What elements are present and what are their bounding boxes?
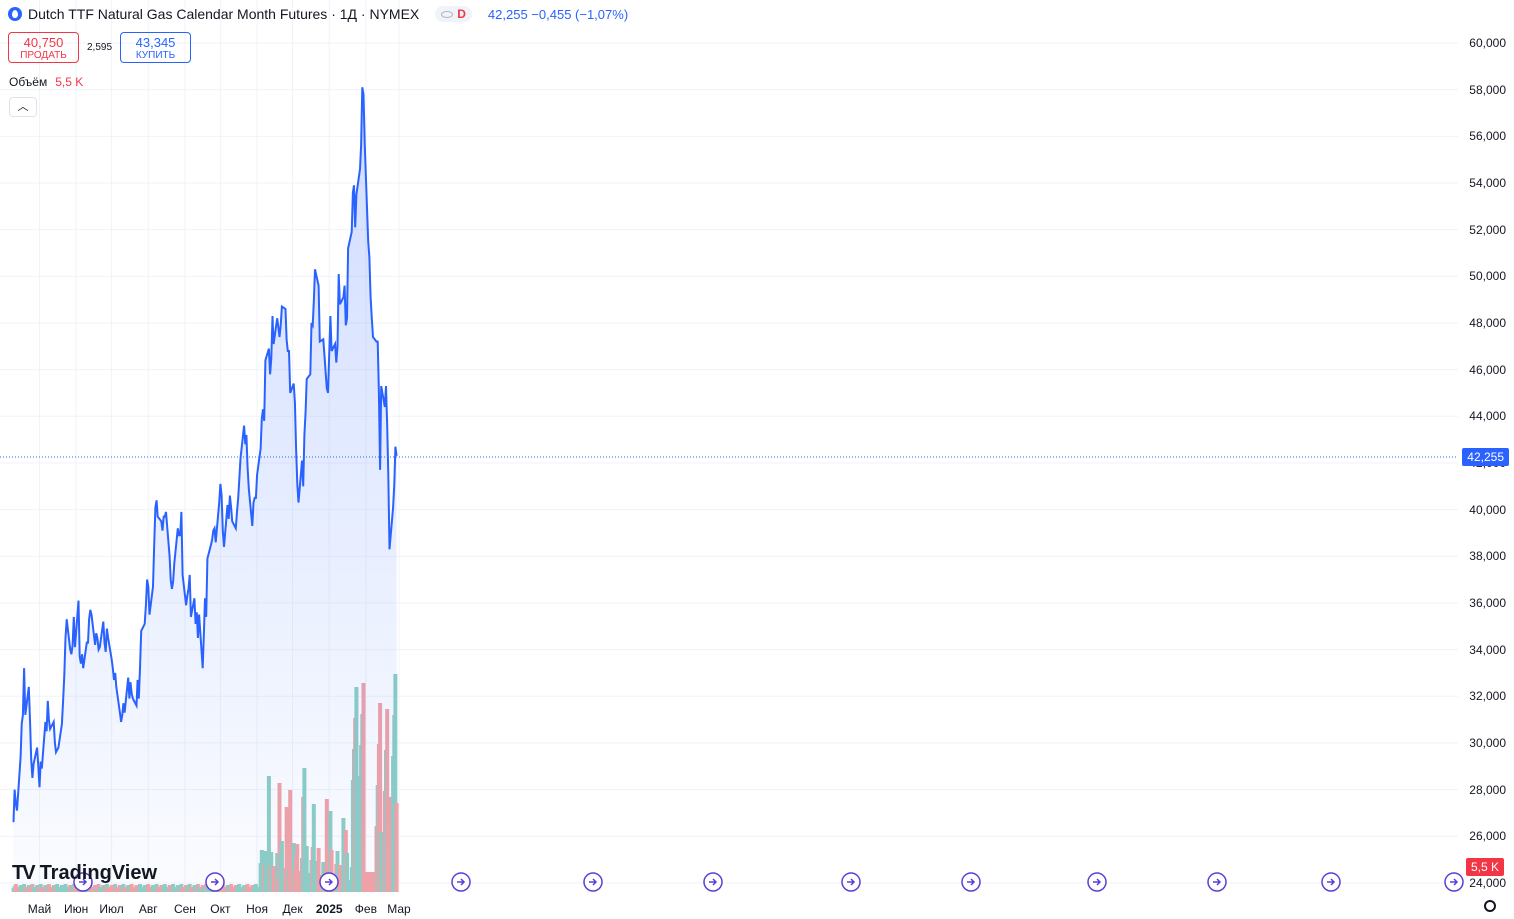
price-axis-label: 58,000 (1469, 82, 1506, 97)
time-axis-label: Июл (99, 902, 124, 916)
status-badge: D (457, 7, 466, 21)
symbol-icon[interactable] (8, 7, 22, 21)
price-axis-label: 36,000 (1469, 595, 1506, 610)
event-markers (73, 872, 1464, 892)
arrow-icon (325, 878, 334, 886)
price-area-fill (13, 87, 397, 893)
tradingview-logo[interactable]: TV TradingView (12, 862, 157, 885)
buy-price: 43,345 (135, 35, 176, 50)
eye-icon (441, 10, 454, 18)
price-line (12, 87, 398, 823)
price-axis-label: 38,000 (1469, 549, 1506, 564)
spread-value: 2,595 (87, 42, 113, 53)
time-axis-label: Авг (138, 902, 158, 916)
arrow-icon (1327, 878, 1336, 886)
price-axis-label: 28,000 (1469, 782, 1506, 797)
collapse-legend-button[interactable]: ︿ (9, 97, 37, 117)
price-axis-label: 60,000 (1469, 36, 1506, 50)
price-axis-label: 24,000 (1469, 875, 1506, 890)
volume-legend[interactable]: Объём 5,5 K (9, 75, 83, 89)
arrow-icon (1093, 878, 1102, 886)
arrow-icon (709, 878, 718, 886)
settings-icon[interactable] (1484, 900, 1496, 912)
last-volume-tag: 5,5 K (1465, 858, 1504, 876)
time-axis-label: Май (27, 902, 52, 916)
time-axis-label: Окт (210, 902, 231, 916)
quote-values: 42,255 −0,455 (−1,07%) (487, 6, 629, 22)
time-axis-label: Июн (63, 902, 89, 916)
volume-label: Объём (9, 75, 48, 89)
tradingview-logo-icon: TV (12, 862, 36, 884)
price-axis-label: 30,000 (1469, 735, 1506, 750)
trade-panel: 40,750 ПРОДАТЬ 2,595 43,345 КУПИТЬ (8, 32, 192, 63)
volume-value: 5,5 K (55, 75, 84, 89)
arrow-icon (1213, 878, 1222, 886)
price-axis-label: 26,000 (1469, 829, 1506, 844)
time-axis-label: Мар (387, 902, 411, 916)
arrow-icon (457, 878, 466, 886)
logo-text: TradingView (39, 862, 158, 884)
chart-legend: Dutch TTF Natural Gas Calendar Month Fut… (8, 6, 628, 22)
arrow-icon (847, 878, 856, 886)
time-axis-label: Фев (354, 902, 377, 916)
arrow-icon (967, 878, 976, 886)
price-axis-label: 34,000 (1469, 642, 1506, 657)
arrow-icon (211, 878, 220, 886)
sell-label: ПРОДАТЬ (20, 50, 67, 61)
price-axis-label: 54,000 (1469, 175, 1506, 190)
time-axis-label: Ноя (246, 902, 268, 916)
price-axis-label: 56,000 (1469, 129, 1506, 144)
buy-button[interactable]: 43,345 КУПИТЬ (120, 32, 192, 63)
sell-button[interactable]: 40,750 ПРОДАТЬ (8, 32, 79, 63)
arrow-icon (589, 878, 598, 886)
arrow-icon (1450, 878, 1459, 886)
time-axis-label: Сен (173, 902, 196, 916)
price-axis-label: 40,000 (1469, 502, 1506, 517)
price-axis-label: 52,000 (1469, 222, 1506, 237)
sell-price: 40,750 (23, 35, 64, 50)
price-axis-label: 48,000 (1469, 315, 1506, 330)
status-pill[interactable]: D (435, 6, 472, 22)
arrow-icon (79, 878, 88, 886)
symbol-title[interactable]: Dutch TTF Natural Gas Calendar Month Fut… (28, 6, 420, 22)
time-axis-label: 2025 (315, 902, 343, 916)
buy-label: КУПИТЬ (135, 50, 176, 61)
price-axis-label: 32,000 (1469, 689, 1506, 704)
price-axis-label: 50,000 (1469, 269, 1506, 284)
time-axis-label: Дек (282, 902, 303, 916)
price-axis-label: 44,000 (1469, 409, 1506, 424)
last-price-tag: 42,255 (1462, 447, 1509, 466)
price-axis-label: 46,000 (1469, 362, 1506, 377)
